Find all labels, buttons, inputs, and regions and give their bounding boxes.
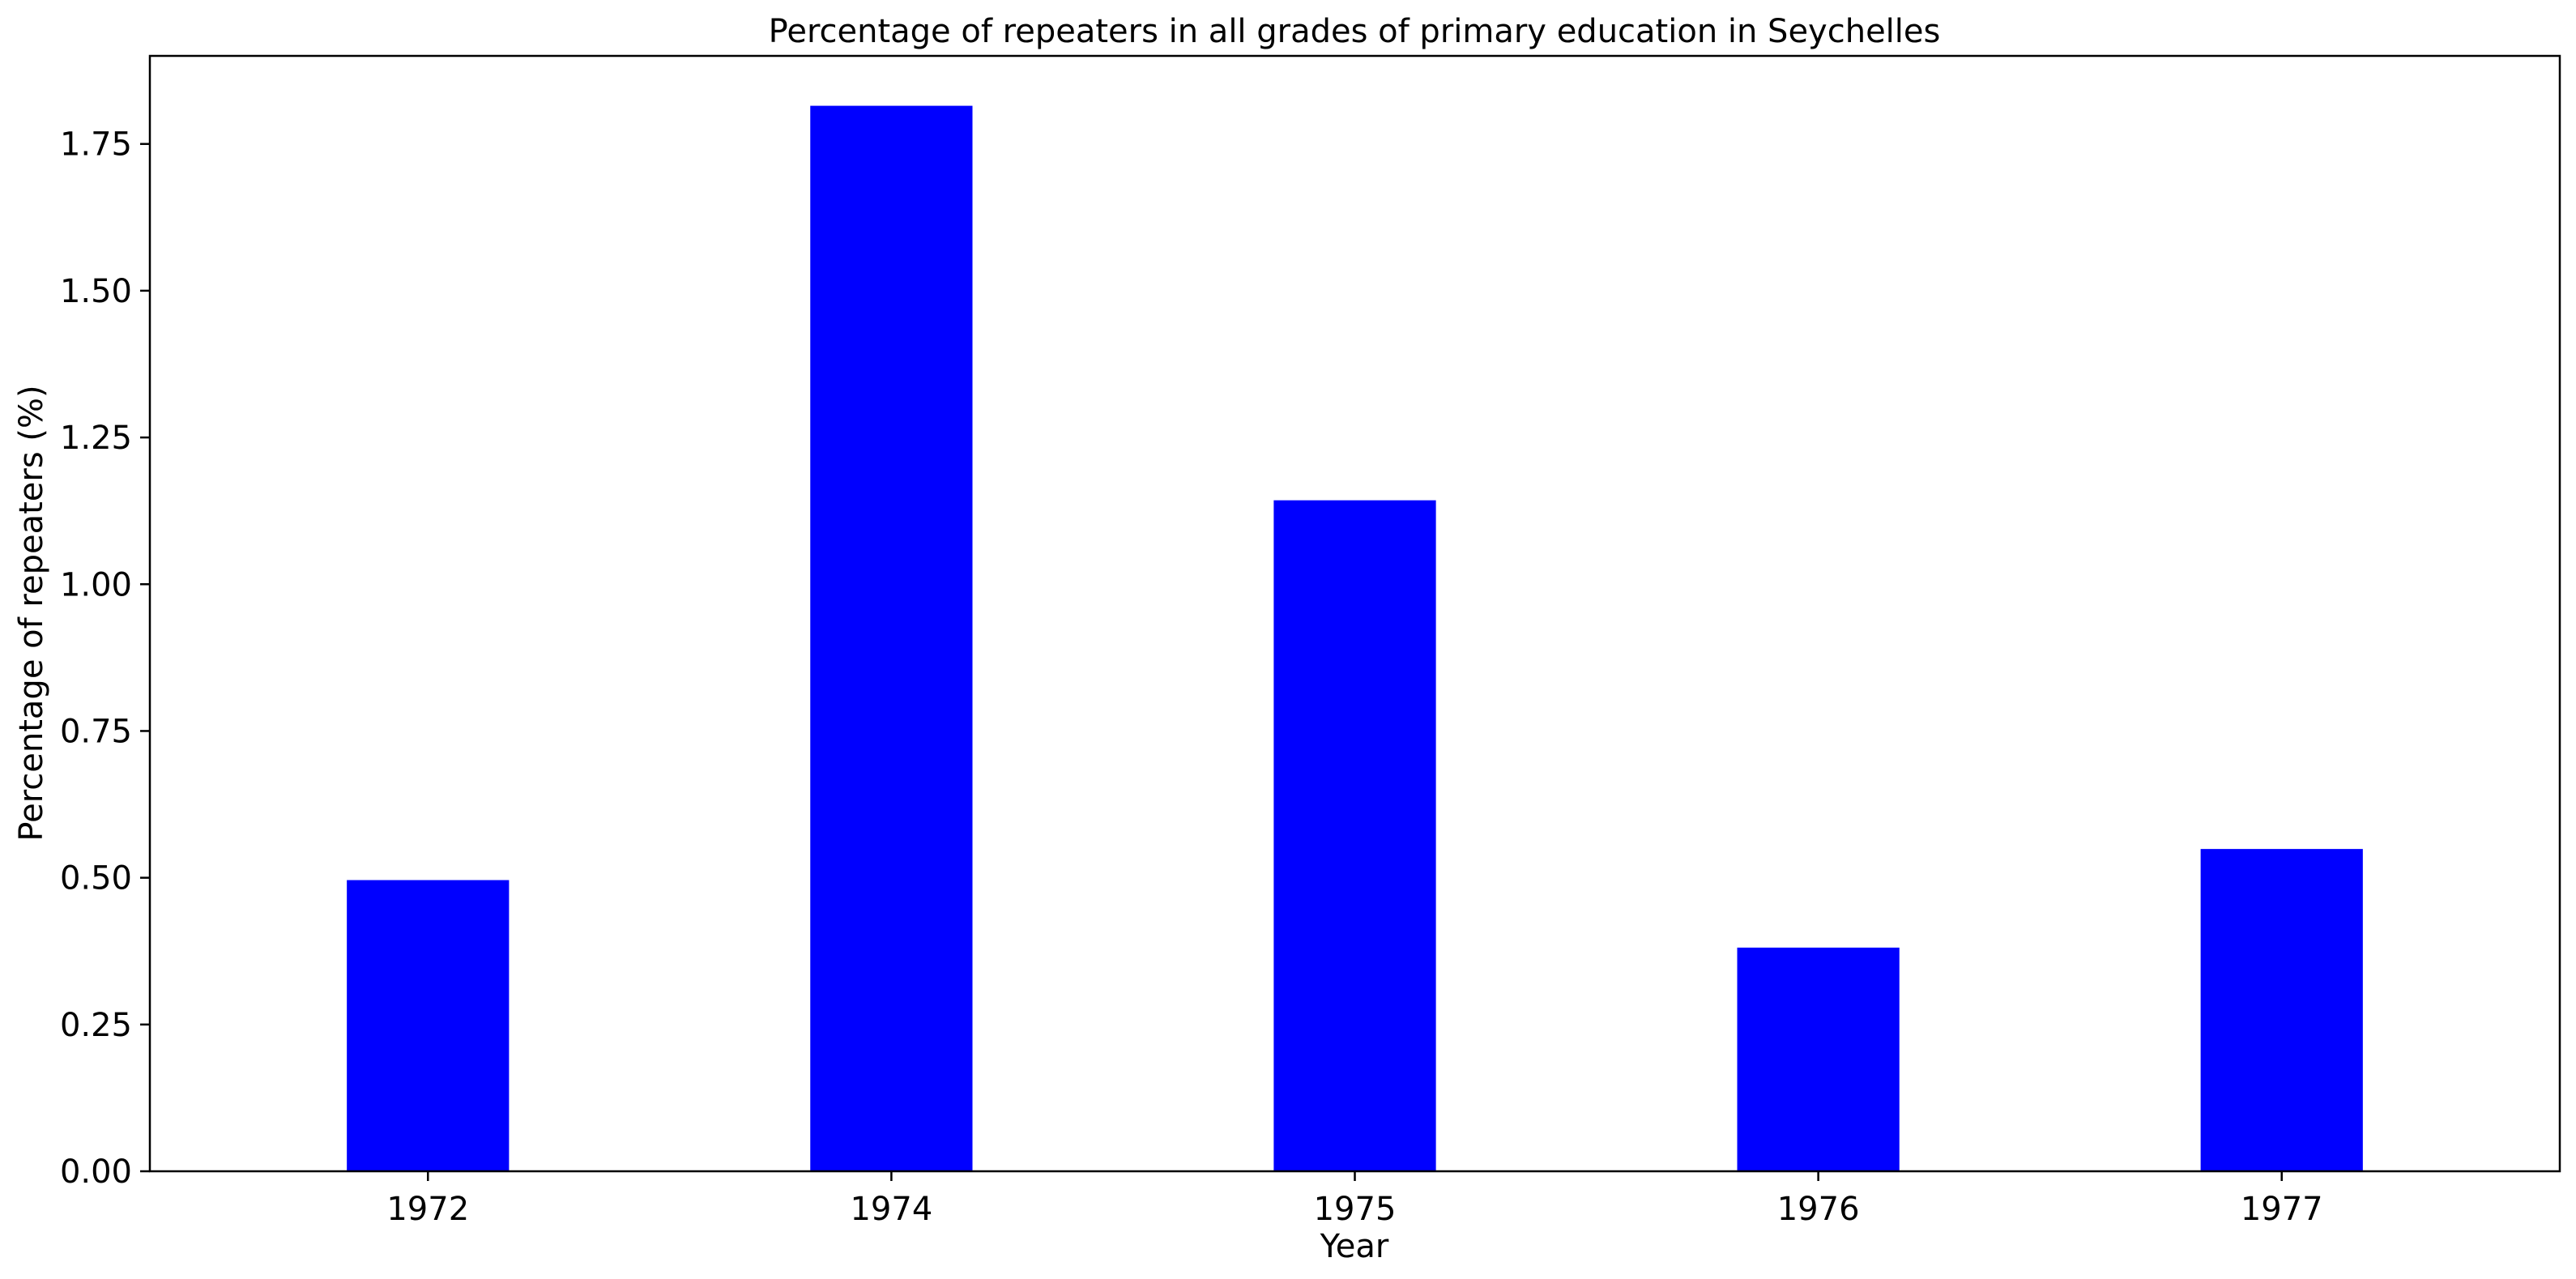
x-tick-label: 1976 — [1777, 1191, 1860, 1228]
x-axis: 1972 1974 1975 1976 1977 — [386, 1171, 2323, 1228]
y-tick-label: 0.25 — [60, 1007, 132, 1044]
y-tick-label: 0.75 — [60, 713, 132, 750]
y-tick-label: 1.00 — [60, 566, 132, 603]
y-axis: 0.00 0.25 0.50 0.75 1.00 1.25 1.50 1.75 — [60, 126, 150, 1191]
bar-1977 — [2200, 849, 2363, 1171]
x-tick-label: 1974 — [850, 1191, 932, 1228]
x-tick-label: 1972 — [386, 1191, 469, 1228]
y-tick-label: 1.50 — [60, 273, 132, 310]
bar-1974 — [810, 105, 973, 1172]
x-tick-label: 1977 — [2241, 1191, 2323, 1228]
y-tick-label: 1.75 — [60, 126, 132, 164]
bar-1976 — [1737, 947, 1900, 1171]
bar-1972 — [347, 880, 510, 1171]
y-axis-label: Percentage of repeaters (%) — [13, 385, 50, 841]
chart-title: Percentage of repeaters in all grades of… — [769, 13, 1941, 50]
y-tick-label: 1.25 — [60, 420, 132, 457]
y-tick-label: 0.50 — [60, 860, 132, 897]
x-axis-label: Year — [1320, 1228, 1389, 1265]
y-tick-label: 0.00 — [60, 1153, 132, 1191]
x-tick-label: 1975 — [1314, 1191, 1397, 1228]
bar-1975 — [1273, 500, 1436, 1171]
bars-group — [347, 105, 2363, 1172]
